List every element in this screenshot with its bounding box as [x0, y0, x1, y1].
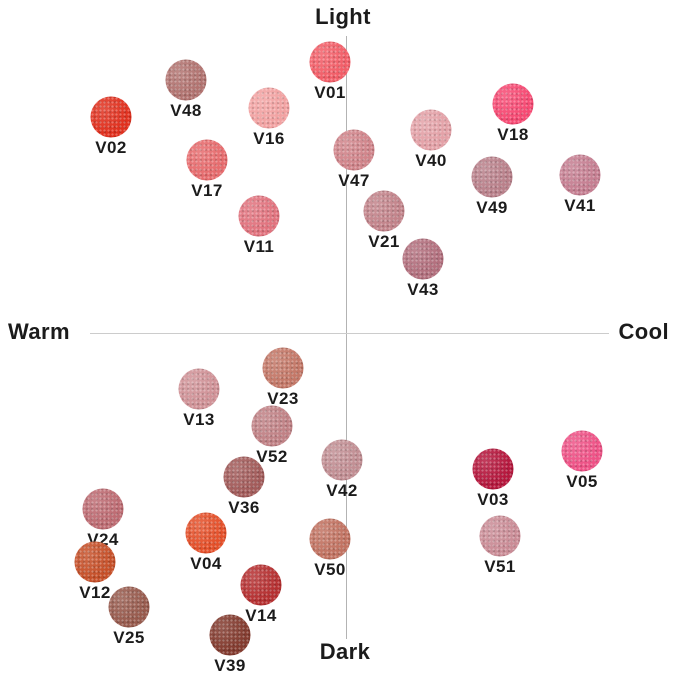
- swatch-label-v51: V51: [484, 557, 516, 576]
- swatch-label-v18: V18: [497, 125, 529, 144]
- color-dot-v50: [309, 518, 351, 560]
- swatch-label-v49: V49: [476, 198, 508, 217]
- swatch-label-v16: V16: [253, 129, 285, 148]
- color-dot-v14: [240, 564, 282, 606]
- swatch-label-v42: V42: [326, 481, 358, 500]
- swatch-label-v13: V13: [183, 410, 215, 429]
- color-dot-v24: [82, 488, 124, 530]
- swatch-label-v14: V14: [245, 606, 277, 625]
- color-dot-v51: [479, 515, 521, 557]
- horizontal-axis-line: [90, 333, 609, 334]
- color-dot-v21: [363, 190, 405, 232]
- swatch-label-v25: V25: [113, 628, 145, 647]
- swatch-label-v04: V04: [190, 554, 222, 573]
- swatch-label-v41: V41: [564, 196, 596, 215]
- color-dot-v36: [223, 456, 265, 498]
- color-dot-v41: [559, 154, 601, 196]
- axis-label-dark: Dark: [319, 639, 371, 664]
- axis-label-cool: Cool: [618, 319, 669, 344]
- swatch-label-v39: V39: [214, 656, 246, 675]
- color-dot-v43: [402, 238, 444, 280]
- color-dot-v17: [186, 139, 228, 181]
- color-dot-v23: [262, 347, 304, 389]
- vertical-axis-line: [346, 36, 347, 639]
- color-dot-v13: [178, 368, 220, 410]
- color-dot-v16: [248, 87, 290, 129]
- swatch-label-v02: V02: [95, 138, 127, 157]
- color-dot-v25: [108, 586, 150, 628]
- swatch-label-v43: V43: [407, 280, 439, 299]
- axis-label-warm: Warm: [8, 319, 70, 344]
- swatch-label-v21: V21: [368, 232, 400, 251]
- swatch-label-v40: V40: [415, 151, 447, 170]
- swatch-label-v50: V50: [314, 560, 346, 579]
- color-dot-v52: [251, 405, 293, 447]
- swatch-label-v52: V52: [256, 447, 288, 466]
- color-dot-v48: [165, 59, 207, 101]
- color-dot-v11: [238, 195, 280, 237]
- swatch-label-v01: V01: [314, 83, 346, 102]
- color-dot-v02: [90, 96, 132, 138]
- color-dot-v18: [492, 83, 534, 125]
- swatch-label-v36: V36: [228, 498, 260, 517]
- color-dot-v01: [309, 41, 351, 83]
- color-dot-v42: [321, 439, 363, 481]
- swatch-label-v48: V48: [170, 101, 202, 120]
- swatch-label-v05: V05: [566, 472, 598, 491]
- color-dot-v03: [472, 448, 514, 490]
- axis-label-light: Light: [315, 4, 371, 29]
- color-dot-v39: [209, 614, 251, 656]
- color-dot-v49: [471, 156, 513, 198]
- swatch-label-v17: V17: [191, 181, 223, 200]
- color-dot-v04: [185, 512, 227, 554]
- swatch-label-v47: V47: [338, 171, 370, 190]
- color-dot-v40: [410, 109, 452, 151]
- swatch-label-v23: V23: [267, 389, 299, 408]
- swatch-label-v12: V12: [79, 583, 111, 602]
- color-dot-v47: [333, 129, 375, 171]
- color-dot-v05: [561, 430, 603, 472]
- swatch-label-v11: V11: [243, 237, 275, 256]
- color-dot-v12: [74, 541, 116, 583]
- swatch-label-v03: V03: [477, 490, 509, 509]
